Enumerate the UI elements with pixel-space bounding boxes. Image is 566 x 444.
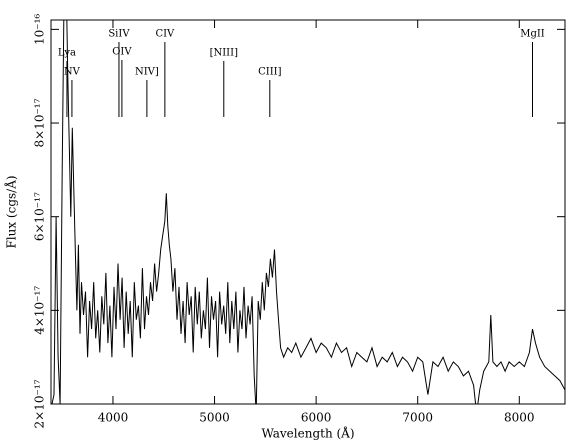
- y-tick-label: 8×10⁻¹⁷: [33, 98, 47, 147]
- x-axis-title: Wavelength (Å): [261, 426, 354, 441]
- line-label: MgII: [520, 29, 545, 40]
- line-label: CIII]: [258, 67, 282, 78]
- x-tick-label: 4000: [98, 411, 129, 425]
- line-label: Lya: [58, 48, 76, 59]
- y-tick-label: 4×10⁻¹⁷: [33, 286, 47, 335]
- y-tick-label: 2×10⁻¹⁷: [33, 379, 47, 428]
- line-label: OIV: [112, 47, 132, 58]
- x-tick-label: 5000: [199, 411, 230, 425]
- line-label: CIV: [155, 29, 175, 40]
- plot-frame: [50, 19, 566, 405]
- y-axis-title: Flux (cgs/Å): [4, 175, 19, 248]
- x-tick-label: 8000: [504, 411, 535, 425]
- line-label: NIV]: [135, 67, 159, 78]
- line-label: [NIII]: [210, 48, 239, 59]
- x-tick-label: 6000: [301, 411, 332, 425]
- x-tick-label: 7000: [402, 411, 433, 425]
- line-label: SiIV: [108, 29, 130, 40]
- line-label: NV: [64, 67, 81, 78]
- y-tick-label: 10⁻¹⁶: [33, 14, 47, 45]
- y-tick-label: 6×10⁻¹⁷: [33, 192, 47, 241]
- spectrum-line: [51, 20, 565, 404]
